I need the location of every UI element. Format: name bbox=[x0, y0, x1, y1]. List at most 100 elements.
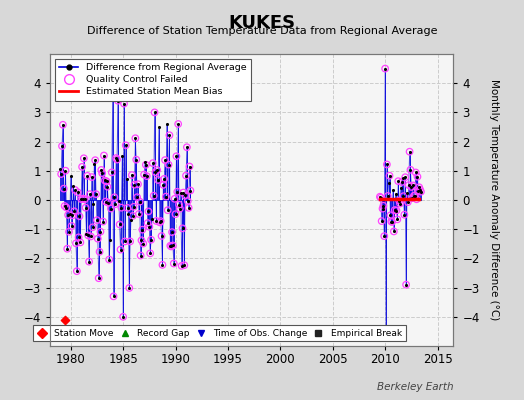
Point bbox=[117, 204, 126, 211]
Point bbox=[395, 197, 403, 204]
Text: KUKES: KUKES bbox=[228, 14, 296, 32]
Point bbox=[144, 208, 152, 215]
Point bbox=[102, 198, 110, 205]
Point bbox=[180, 262, 189, 268]
Point bbox=[393, 216, 401, 222]
Point bbox=[72, 240, 80, 246]
Point bbox=[155, 124, 163, 130]
Point bbox=[94, 236, 102, 242]
Point bbox=[68, 212, 77, 218]
Point bbox=[377, 218, 386, 224]
Point bbox=[179, 189, 188, 196]
Point bbox=[105, 256, 113, 263]
Point bbox=[96, 228, 105, 235]
Point bbox=[60, 186, 68, 192]
Point bbox=[69, 182, 78, 189]
Point bbox=[140, 171, 148, 178]
Point bbox=[58, 143, 66, 149]
Point bbox=[68, 212, 77, 218]
Point bbox=[73, 189, 82, 196]
Point bbox=[152, 218, 160, 224]
Point bbox=[399, 193, 408, 199]
Point bbox=[406, 148, 414, 155]
Point bbox=[408, 195, 417, 201]
Point bbox=[175, 202, 183, 208]
Point bbox=[377, 194, 385, 201]
Point bbox=[185, 163, 194, 170]
Point bbox=[386, 212, 395, 218]
Point bbox=[416, 186, 424, 193]
Point bbox=[76, 239, 84, 246]
Point bbox=[151, 169, 160, 176]
Point bbox=[60, 203, 69, 209]
Point bbox=[385, 172, 394, 179]
Point bbox=[157, 218, 165, 224]
Point bbox=[411, 192, 419, 199]
Point bbox=[386, 212, 395, 218]
Point bbox=[390, 228, 398, 235]
Legend: Station Move, Record Gap, Time of Obs. Change, Empirical Break: Station Move, Record Gap, Time of Obs. C… bbox=[32, 325, 406, 342]
Point bbox=[171, 211, 180, 218]
Point bbox=[168, 229, 176, 235]
Point bbox=[122, 142, 130, 148]
Point bbox=[125, 285, 134, 291]
Point bbox=[176, 205, 184, 212]
Point bbox=[143, 173, 151, 179]
Point bbox=[62, 204, 71, 211]
Point bbox=[104, 200, 113, 206]
Point bbox=[94, 275, 103, 282]
Point bbox=[110, 293, 118, 300]
Point bbox=[158, 262, 167, 268]
Point bbox=[119, 314, 127, 320]
Point bbox=[57, 171, 66, 177]
Point bbox=[412, 196, 421, 202]
Point bbox=[384, 193, 392, 199]
Point bbox=[406, 166, 414, 173]
Point bbox=[111, 201, 119, 207]
Point bbox=[136, 252, 145, 259]
Point bbox=[110, 194, 118, 200]
Point bbox=[80, 155, 88, 162]
Point bbox=[86, 191, 94, 198]
Point bbox=[92, 191, 100, 197]
Point bbox=[146, 250, 155, 256]
Point bbox=[162, 194, 170, 200]
Point bbox=[150, 109, 159, 116]
Point bbox=[154, 177, 162, 183]
Point bbox=[394, 178, 402, 184]
Point bbox=[105, 256, 113, 263]
Point bbox=[89, 224, 97, 230]
Point bbox=[399, 193, 408, 199]
Point bbox=[133, 194, 141, 200]
Point bbox=[83, 173, 92, 179]
Point bbox=[83, 173, 92, 179]
Point bbox=[82, 231, 91, 238]
Point bbox=[161, 157, 169, 163]
Point bbox=[96, 228, 105, 235]
Point bbox=[130, 182, 139, 188]
Point bbox=[385, 172, 394, 179]
Point bbox=[128, 213, 137, 219]
Point bbox=[398, 175, 407, 182]
Point bbox=[91, 157, 100, 164]
Point bbox=[70, 208, 79, 214]
Point bbox=[173, 189, 181, 195]
Point bbox=[141, 162, 150, 168]
Point bbox=[91, 157, 100, 164]
Point bbox=[170, 260, 178, 267]
Point bbox=[170, 196, 179, 202]
Point bbox=[406, 166, 414, 173]
Point bbox=[186, 187, 194, 194]
Point bbox=[81, 196, 89, 202]
Point bbox=[89, 200, 97, 207]
Point bbox=[70, 208, 79, 214]
Point bbox=[131, 135, 139, 142]
Point bbox=[174, 121, 182, 127]
Point bbox=[132, 156, 140, 163]
Point bbox=[68, 223, 76, 229]
Point bbox=[86, 233, 95, 240]
Point bbox=[76, 239, 84, 246]
Point bbox=[169, 242, 177, 249]
Point bbox=[167, 243, 176, 250]
Point bbox=[183, 198, 192, 204]
